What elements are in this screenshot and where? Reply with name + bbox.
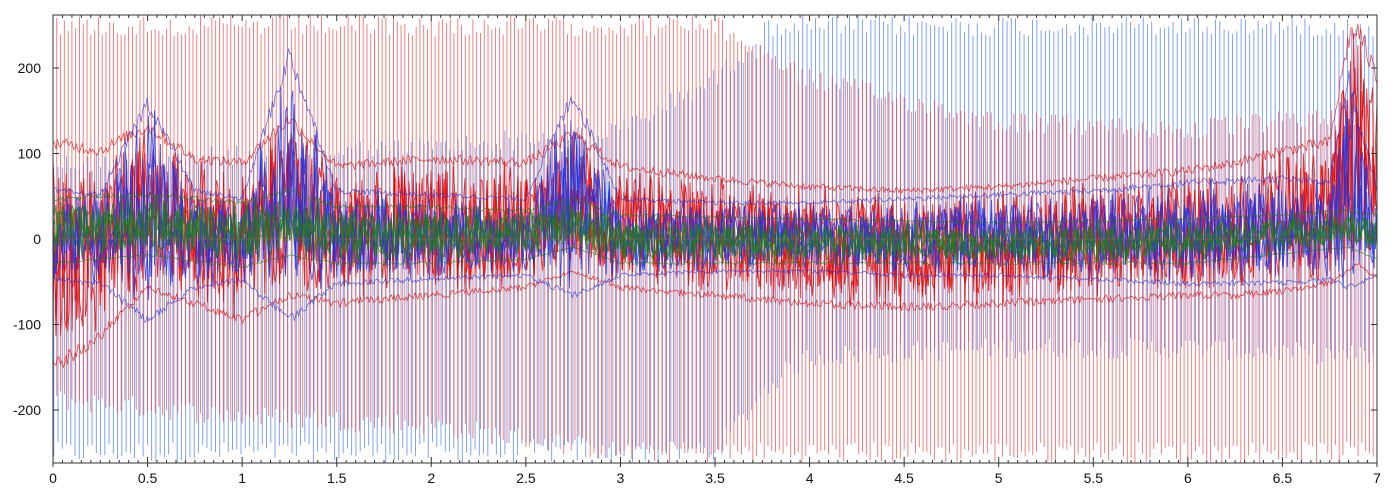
x-tick-label-7: 3.5 — [705, 470, 725, 486]
series-2-trace-1 — [53, 198, 1377, 265]
x-tick-label-4: 2 — [427, 470, 435, 486]
y-tick-label-3: -100 — [13, 317, 41, 333]
y-tick-label-4: -200 — [13, 402, 41, 418]
x-tick-label-9: 4.5 — [894, 470, 914, 486]
series-1-upper-edge — [53, 48, 1377, 206]
x-tick-label-1: 0.5 — [138, 470, 158, 486]
series-2-trace-2 — [53, 196, 1377, 264]
x-tick-label-8: 4 — [806, 470, 814, 486]
series-1-trace-1 — [53, 90, 1377, 300]
x-tick-label-14: 7 — [1373, 470, 1381, 486]
series-1-lower-edge — [53, 268, 1377, 323]
x-tick-label-11: 5.5 — [1084, 470, 1104, 486]
label-layer: 0 0.5 1 1.5 2 2.5 3 3.5 4 4.5 5 5.5 6 6.5 7 200 100 0 -100… — [13, 60, 1381, 486]
series-2-lower-edge — [53, 246, 1377, 269]
x-tick-label-2: 1 — [238, 470, 246, 486]
x-tick-label-3: 1.5 — [327, 470, 347, 486]
x-tick-label-0: 0 — [49, 470, 57, 486]
y-tick-label-1: 100 — [18, 146, 42, 162]
y-tick-label-0: 200 — [18, 60, 42, 76]
series-0-upper-edge — [53, 23, 1377, 195]
series-layer — [53, 23, 1377, 369]
series-0-trace-2 — [53, 33, 1377, 319]
x-tick-label-10: 5 — [995, 470, 1003, 486]
x-tick-label-13: 6.5 — [1273, 470, 1293, 486]
x-tick-label-6: 3 — [617, 470, 625, 486]
y-tick-label-2: 0 — [33, 231, 41, 247]
series-2-upper-edge — [53, 188, 1377, 225]
x-tick-label-12: 6 — [1184, 470, 1192, 486]
x-tick-label-5: 2.5 — [516, 470, 536, 486]
series-2 — [53, 188, 1377, 269]
axis-layer — [52, 14, 1378, 467]
